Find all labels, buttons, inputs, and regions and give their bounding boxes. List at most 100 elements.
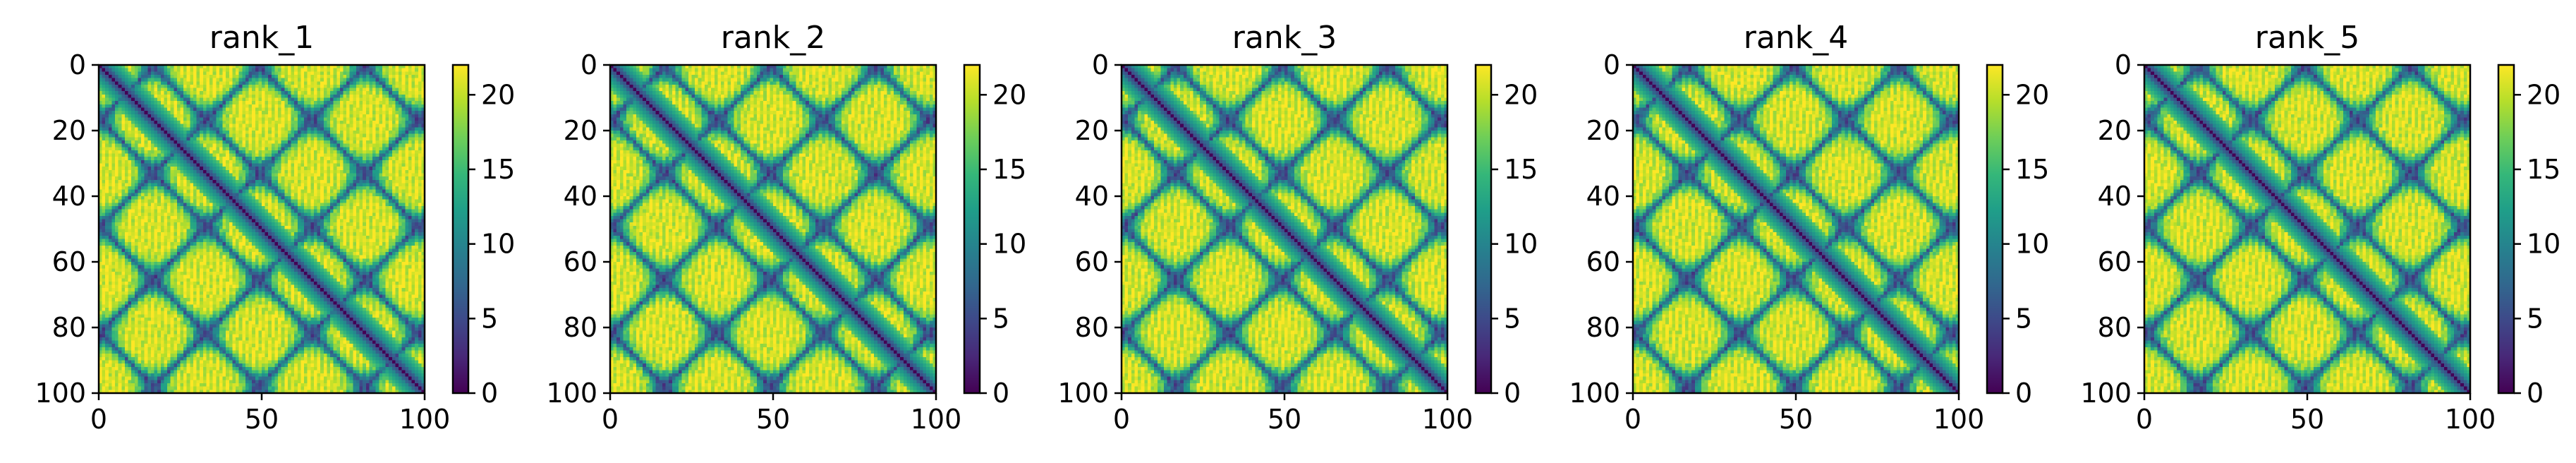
colorbar-tick-label: 20	[2527, 79, 2560, 110]
colorbar	[2498, 65, 2514, 393]
heatmap-image	[99, 65, 425, 393]
colorbar-tick-label: 10	[481, 229, 515, 260]
colorbar	[453, 65, 468, 393]
x-tick-label: 0	[90, 404, 107, 435]
y-tick-label: 100	[2080, 378, 2132, 409]
y-tick-label: 20	[564, 115, 597, 146]
x-tick-label: 0	[602, 404, 619, 435]
y-tick-label: 0	[1603, 49, 1620, 80]
y-tick-label: 0	[1092, 49, 1109, 80]
x-tick-label: 50	[1268, 404, 1301, 435]
y-tick-label: 80	[1075, 312, 1109, 343]
colorbar-tick-label: 5	[2527, 303, 2544, 334]
colorbar-frame	[963, 64, 981, 395]
colorbar-tick-label: 20	[2015, 79, 2049, 110]
colorbar-tick-label: 0	[481, 378, 498, 409]
y-tick-label: 80	[564, 312, 597, 343]
chart-panel-2: rank_2 0 20 40 60 80 100 0 50 100 0 5 10 15 20	[518, 0, 1026, 463]
x-tick-label: 50	[2290, 404, 2324, 435]
chart-title: rank_1	[209, 20, 314, 56]
chart-title: rank_2	[721, 20, 825, 56]
x-tick-label: 0	[2136, 404, 2153, 435]
colorbar-tick-label: 5	[481, 303, 498, 334]
y-tick-label: 60	[52, 246, 86, 277]
colorbar-tick-label: 5	[1504, 303, 1521, 334]
colorbar-frame	[1474, 64, 1493, 395]
colorbar-tick-label: 5	[2015, 303, 2032, 334]
colorbar	[964, 65, 980, 393]
y-tick-label: 40	[564, 181, 597, 212]
y-tick-label: 40	[2098, 181, 2132, 212]
colorbar-tick-label: 10	[2015, 229, 2049, 260]
chart-title: rank_5	[2255, 20, 2359, 56]
colorbar-tick-label: 0	[992, 378, 1009, 409]
heatmap-image	[610, 65, 936, 393]
x-tick-label: 50	[756, 404, 790, 435]
y-tick-label: 60	[1586, 246, 1620, 277]
colorbar-tick-label: 20	[481, 79, 515, 110]
colorbar-tick-label: 20	[992, 79, 1026, 110]
chart-panel-1: rank_1 0 20 40 60 80 100 0 50 100 0 5 10 15 20	[7, 0, 515, 463]
colorbar-frame	[2497, 64, 2515, 395]
y-tick-label: 20	[1075, 115, 1109, 146]
y-tick-label: 20	[1586, 115, 1620, 146]
y-tick-label: 40	[1586, 181, 1620, 212]
colorbar-tick-label: 20	[1504, 79, 1538, 110]
y-tick-label: 100	[35, 378, 86, 409]
colorbar-tick-label: 0	[1504, 378, 1521, 409]
heatmap-image	[2144, 65, 2470, 393]
y-tick-label: 20	[52, 115, 86, 146]
y-tick-label: 40	[52, 181, 86, 212]
chart-panel-5: rank_5 0 20 40 60 80 100 0 50 100 0 5 10 15 20	[2053, 0, 2560, 463]
x-tick-label: 50	[245, 404, 279, 435]
y-tick-label: 40	[1075, 181, 1109, 212]
x-tick-label: 100	[399, 404, 451, 435]
y-tick-label: 0	[69, 49, 86, 80]
y-tick-label: 0	[581, 49, 597, 80]
colorbar-tick-label: 15	[2015, 154, 2049, 185]
colorbar-tick-label: 10	[1504, 229, 1538, 260]
chart-panel-3: rank_3 0 20 40 60 80 100 0 50 100 0 5 10 15 20	[1030, 0, 1538, 463]
y-tick-label: 0	[2115, 49, 2132, 80]
x-tick-label: 100	[1422, 404, 1474, 435]
chart-panel-4: rank_4 0 20 40 60 80 100 0 50 100 0 5 10 15 20	[1541, 0, 2049, 463]
x-tick-label: 100	[1933, 404, 1985, 435]
colorbar-tick-label: 10	[992, 229, 1026, 260]
heatmap-image	[1633, 65, 1959, 393]
colorbar	[1987, 65, 2003, 393]
colorbar-tick-label: 0	[2527, 378, 2544, 409]
colorbar-frame	[451, 64, 470, 395]
colorbar-tick-label: 15	[992, 154, 1026, 185]
y-tick-label: 100	[546, 378, 597, 409]
x-tick-label: 0	[1113, 404, 1130, 435]
x-tick-label: 100	[911, 404, 962, 435]
y-tick-label: 100	[1057, 378, 1109, 409]
colorbar-frame	[1986, 64, 2004, 395]
colorbar-tick-label: 5	[992, 303, 1009, 334]
y-tick-label: 80	[52, 312, 86, 343]
x-tick-label: 0	[1624, 404, 1641, 435]
y-tick-label: 100	[1569, 378, 1620, 409]
y-tick-label: 80	[2098, 312, 2132, 343]
x-tick-label: 50	[1779, 404, 1813, 435]
colorbar-tick-label: 15	[2527, 154, 2560, 185]
colorbar-tick-label: 0	[2015, 378, 2032, 409]
heatmap-image	[1122, 65, 1447, 393]
y-tick-label: 20	[2098, 115, 2132, 146]
colorbar-tick-label: 10	[2527, 229, 2560, 260]
colorbar-tick-label: 15	[1504, 154, 1538, 185]
y-tick-label: 60	[564, 246, 597, 277]
y-tick-label: 60	[2098, 246, 2132, 277]
colorbar	[1476, 65, 1491, 393]
y-tick-label: 60	[1075, 246, 1109, 277]
chart-title: rank_3	[1232, 20, 1337, 56]
y-tick-label: 80	[1586, 312, 1620, 343]
x-tick-label: 100	[2445, 404, 2496, 435]
chart-title: rank_4	[1744, 20, 1848, 56]
colorbar-tick-label: 15	[481, 154, 515, 185]
